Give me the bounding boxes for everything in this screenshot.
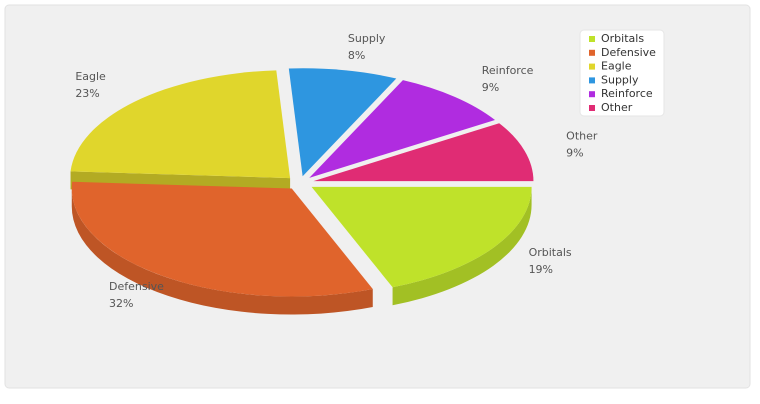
slice (309, 80, 496, 178)
slice-label: Reinforce (482, 64, 534, 77)
legend-label: Reinforce (601, 87, 653, 100)
slice (71, 181, 373, 297)
slice-side (392, 186, 532, 306)
slice-value-label: 32% (109, 297, 133, 310)
slice-label: Defensive (109, 280, 164, 293)
legend-label: Orbitals (601, 32, 644, 45)
legend-label: Eagle (601, 60, 632, 73)
slice-value-label: 23% (75, 87, 99, 100)
legend-label: Supply (601, 73, 639, 86)
slice-value-label: 9% (566, 146, 583, 159)
legend-swatch (589, 49, 595, 56)
slice-label: Orbitals (529, 246, 572, 259)
slice (311, 186, 532, 288)
slice (288, 68, 397, 177)
legend-label: Other (601, 101, 633, 114)
legend: OrbitalsDefensiveEagleSupplyReinforceOth… (579, 29, 665, 117)
legend-swatch (589, 105, 595, 111)
pie: Orbitals 19% Defensive 32% Eagle 23% Supply 8% R… (70, 32, 598, 315)
legend-label: Defensive (601, 46, 656, 59)
slice-value-label: 9% (482, 81, 499, 94)
slice-side (71, 188, 373, 315)
legend-box (579, 29, 665, 117)
slice (70, 70, 291, 179)
legend-swatch (589, 77, 595, 84)
legend-swatch (589, 91, 595, 98)
slice-value-label: 19% (529, 263, 553, 276)
slice-label: Other (566, 129, 598, 142)
legend-swatch (589, 63, 595, 70)
legend-swatch (589, 36, 595, 42)
slice (313, 123, 534, 182)
slice-label: Eagle (75, 70, 106, 83)
slice-value-label: 8% (348, 49, 365, 62)
slice-label: Supply (348, 32, 386, 45)
